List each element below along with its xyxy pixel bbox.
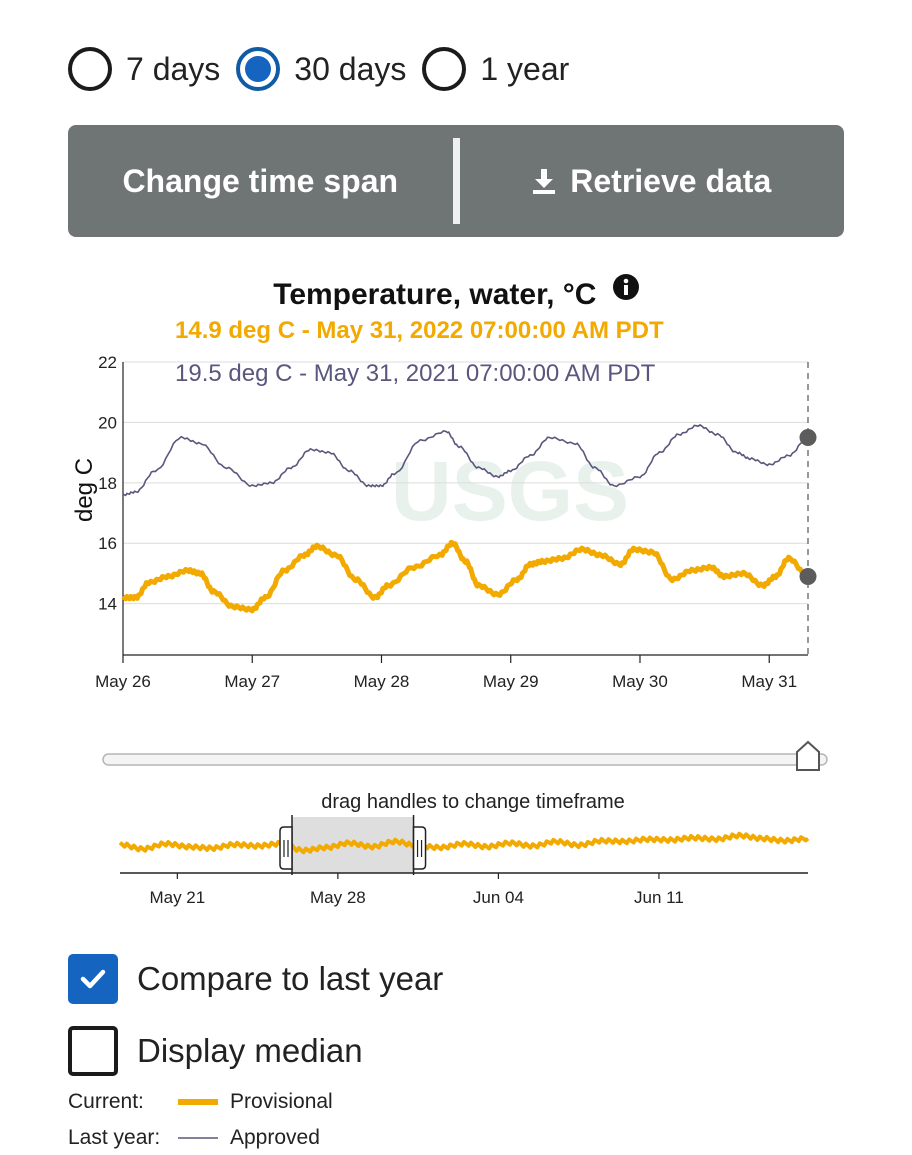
y-tick-label: 22 xyxy=(98,353,117,372)
download-icon xyxy=(532,168,556,194)
watermark-text: USGS xyxy=(391,444,629,538)
compare-last-year-option[interactable]: Compare to last year xyxy=(68,954,443,1004)
radio-1-year[interactable]: 1 year xyxy=(422,47,569,91)
checkbox-unchecked-icon[interactable] xyxy=(68,1026,118,1076)
retrieve-data-label: Retrieve data xyxy=(570,162,772,199)
tooltip-current: 14.9 deg C - May 31, 2022 07:00:00 AM PD… xyxy=(175,317,664,344)
retrieve-data-button[interactable]: Retrieve data xyxy=(460,125,845,237)
y-tick-label: 18 xyxy=(98,474,117,493)
x-tick-label: May 26 xyxy=(95,672,151,691)
legend-last-label: Approved xyxy=(230,1126,320,1149)
radio-label: 30 days xyxy=(294,50,407,87)
display-median-label: Display median xyxy=(137,1032,363,1069)
y-axis-label: deg C xyxy=(71,458,98,522)
x-tick-label: May 31 xyxy=(741,672,797,691)
radio-circle-icon[interactable] xyxy=(422,47,467,91)
brush-handle-icon xyxy=(412,826,427,870)
grid xyxy=(123,361,808,605)
slider-track[interactable] xyxy=(102,753,828,766)
checkbox-checked-icon[interactable] xyxy=(68,954,118,1004)
brush-x-tick-label: May 28 xyxy=(310,888,366,907)
legend-last-title: Last year: xyxy=(68,1126,161,1149)
y-tick-label: 16 xyxy=(98,534,117,553)
x-tick-label: May 29 xyxy=(483,672,539,691)
radio-selected-icon[interactable] xyxy=(236,47,281,91)
action-toolbar: Change time span Retrieve data xyxy=(68,125,844,237)
y-tick-label: 14 xyxy=(98,595,117,614)
change-time-span-button[interactable]: Change time span xyxy=(68,125,453,237)
legend-current-swatch xyxy=(178,1099,218,1105)
series-current-line xyxy=(121,539,810,614)
legend-current-label: Provisional xyxy=(230,1090,333,1113)
y-axis: 14 16 18 20 22 xyxy=(98,353,808,656)
x-tick-label: May 28 xyxy=(354,672,410,691)
radio-label: 1 year xyxy=(480,50,570,87)
radio-label: 7 days xyxy=(126,50,221,87)
time-span-radio-group: 7 days 30 days 1 year xyxy=(68,44,585,94)
cursor xyxy=(799,362,817,655)
legend-current-title: Current: xyxy=(68,1090,144,1113)
brush-series-line xyxy=(118,831,810,855)
x-tick-label: May 27 xyxy=(224,672,280,691)
legend-current: Current: Provisional xyxy=(68,1090,333,1114)
brush-x-tick-label: Jun 11 xyxy=(634,888,684,907)
brush-handles xyxy=(279,815,427,875)
legend-last-swatch xyxy=(178,1137,218,1139)
y-tick-label: 20 xyxy=(98,413,117,432)
change-time-span-label: Change time span xyxy=(122,162,399,199)
tooltip-last-year: 19.5 deg C - May 31, 2021 07:00:00 AM PD… xyxy=(175,360,656,387)
toolbar-divider xyxy=(452,138,460,224)
brush-x-tick-label: Jun 04 xyxy=(473,888,524,907)
x-tick-label: May 30 xyxy=(612,672,668,691)
chart-title-text: Temperature, water, °C xyxy=(273,278,597,311)
brush-x-axis: May 21 May 28 Jun 04 Jun 11 xyxy=(120,872,808,907)
x-axis: May 26 May 27 May 28 May 29 May 30 May 31 xyxy=(95,655,797,691)
cursor-point xyxy=(799,429,817,447)
time-slider[interactable] xyxy=(0,740,912,780)
info-icon[interactable] xyxy=(612,274,639,308)
radio-circle-icon[interactable] xyxy=(68,47,112,91)
brush-hint: drag handles to change timeframe xyxy=(321,791,625,813)
series-group xyxy=(121,423,810,614)
brush-chart[interactable]: drag handles to change timeframe May 21 M… xyxy=(0,785,912,925)
display-median-option[interactable]: Display median xyxy=(68,1026,363,1076)
slider-handle-icon[interactable] xyxy=(796,740,820,771)
main-chart[interactable]: USGS 14 16 18 20 22 May 26 May 27 May 28 May 29… xyxy=(0,0,912,700)
brush-x-tick-label: May 21 xyxy=(149,888,205,907)
series-last-year-line xyxy=(122,423,809,497)
compare-last-year-label: Compare to last year xyxy=(137,960,444,997)
cursor-point xyxy=(799,567,817,585)
legend-last-year: Last year: Approved xyxy=(68,1126,320,1150)
brush-series-group xyxy=(118,831,810,855)
radio-30-days[interactable]: 30 days xyxy=(236,47,406,91)
brush-handle-icon xyxy=(279,826,293,870)
radio-7-days[interactable]: 7 days xyxy=(68,47,220,91)
chart-title: Temperature, water, °C xyxy=(0,274,912,312)
